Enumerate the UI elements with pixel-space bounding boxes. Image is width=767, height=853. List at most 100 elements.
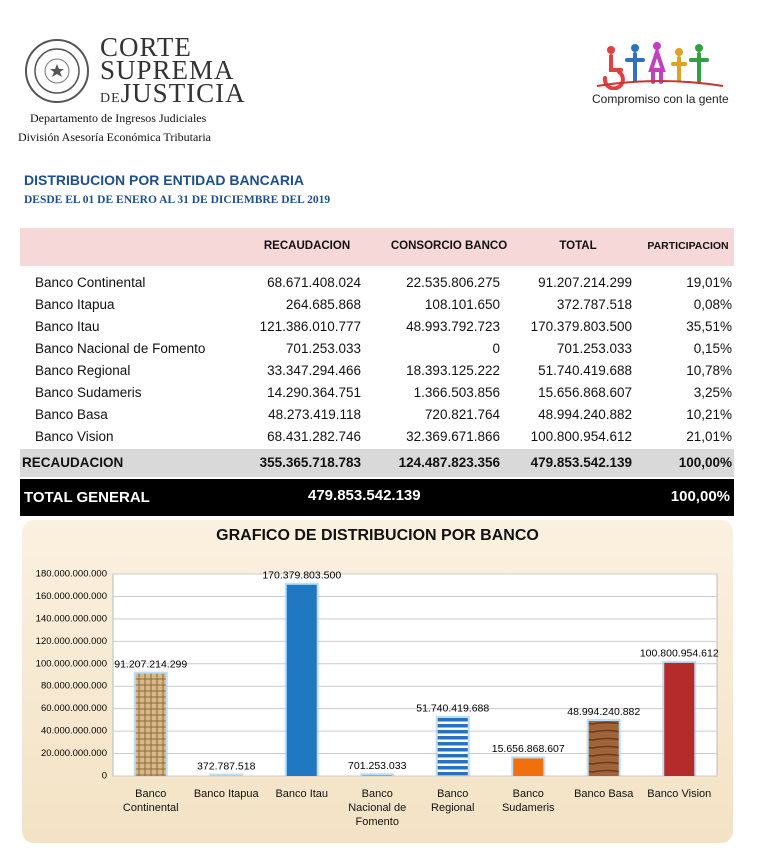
value-label: 701.253.033 xyxy=(348,760,407,772)
cell: 701.253.033 xyxy=(556,341,632,356)
subtotal-cell: 124.487.823.356 xyxy=(398,455,500,470)
y-tick-label: 180.000.000.000 xyxy=(36,569,107,580)
subtotal-label: RECAUDACION xyxy=(22,455,124,470)
cell: 18.393.125.222 xyxy=(406,363,500,378)
cell: 68.671.408.024 xyxy=(267,275,361,290)
value-label: 15.656.868.607 xyxy=(492,743,565,755)
x-tick-label: Banco Regional xyxy=(431,788,475,814)
value-label: 372.787.518 xyxy=(197,760,256,772)
y-tick-label: 20.000.000.000 xyxy=(41,748,107,759)
bar-glow xyxy=(209,773,244,776)
cell: 0 xyxy=(492,341,500,356)
row-label: Banco Itapua xyxy=(35,297,115,312)
x-tick-label: Banco Itau xyxy=(275,788,329,800)
title: DISTRIBUCION POR ENTIDAD BANCARIA xyxy=(24,172,304,188)
cell: 10,78% xyxy=(686,363,732,378)
value-label: 100.800.954.612 xyxy=(640,648,719,660)
bar xyxy=(588,721,619,776)
column-header: RECAUDACION xyxy=(263,240,351,252)
y-tick-label: 120.000.000.000 xyxy=(36,636,107,647)
cell: 19,01% xyxy=(686,275,732,290)
column-header: TOTAL xyxy=(559,240,597,252)
row-label: Banco Itau xyxy=(35,319,100,334)
value-label: 170.379.803.500 xyxy=(262,570,341,582)
y-tick-label: 60.000.000.000 xyxy=(41,703,107,714)
cell: 100.800.954.612 xyxy=(530,429,632,444)
cell: 21,01% xyxy=(686,429,732,444)
cell: 22.535.806.275 xyxy=(406,275,500,290)
subtotal-cell: 100,00% xyxy=(678,455,732,470)
cell: 121.386.010.777 xyxy=(259,319,361,334)
y-tick-label: 140.000.000.000 xyxy=(36,613,107,624)
bar xyxy=(135,673,166,776)
row-label: Banco Regional xyxy=(35,363,131,378)
value-label: 51.740.419.688 xyxy=(416,703,489,715)
cell: 48.994.240.882 xyxy=(538,407,632,422)
row-label: Banco Vision xyxy=(35,429,114,444)
bar-glow xyxy=(360,773,395,776)
division: División Asesoría Económica Tributaria xyxy=(18,130,211,144)
seal xyxy=(25,39,89,103)
cell: 15.656.868.607 xyxy=(538,385,632,400)
cell: 264.685.868 xyxy=(285,297,361,312)
institution: CORTE SUPREMA DEJUSTICIA xyxy=(100,32,246,110)
bar xyxy=(437,717,468,776)
x-tick-label: Banco Continental xyxy=(122,788,179,814)
bar xyxy=(286,584,317,776)
cell: 372.787.518 xyxy=(556,297,632,312)
x-tick-label: Banco Sudameris xyxy=(501,788,555,814)
row-label: Banco Continental xyxy=(35,275,146,290)
chart: 0 20.000.000.000 40.000.000.000 60.000.000.… xyxy=(36,569,719,782)
table-header-bg xyxy=(20,228,734,266)
cell: 35,51% xyxy=(686,319,732,334)
cell: 10,21% xyxy=(686,407,732,422)
column-header: CONSORCIO BANCO xyxy=(390,240,508,252)
plot-area xyxy=(112,573,718,777)
department: Departamento de Ingresos Judiciales xyxy=(30,111,207,125)
total-bg xyxy=(20,479,734,516)
institution-line: DE xyxy=(100,91,121,106)
institution-line: CORTE xyxy=(100,32,192,62)
subtotal-bg xyxy=(20,449,734,477)
cell: 48.273.419.118 xyxy=(268,407,361,422)
slogan: Compromiso con la gente xyxy=(592,92,729,106)
column-header: PARTICIPACION xyxy=(647,240,729,252)
x-tick-label: Banco Nacional de Fomento xyxy=(348,788,407,828)
bar xyxy=(664,662,695,776)
institution-line: JUSTICIA xyxy=(120,78,246,108)
bar xyxy=(362,775,393,776)
row-label: Banco Basa xyxy=(35,407,108,422)
y-tick-label: 80.000.000.000 xyxy=(41,681,107,692)
total-cell: 100,00% xyxy=(670,488,730,505)
subtotal-cell: 355.365.718.783 xyxy=(259,455,361,470)
y-tick-label: 40.000.000.000 xyxy=(41,726,107,737)
cell: 91.207.214.299 xyxy=(538,275,632,290)
institution-line: SUPREMA xyxy=(100,55,235,85)
chart-title: GRAFICO DE DISTRIBUCION POR BANCO xyxy=(216,527,539,544)
cell: 0,08% xyxy=(693,297,732,312)
cell: 720.821.764 xyxy=(424,407,500,422)
value-label: 48.994.240.882 xyxy=(567,706,640,718)
total-label: TOTAL GENERAL xyxy=(24,489,150,506)
y-tick-label: 0 xyxy=(102,771,107,782)
cell: 170.379.803.500 xyxy=(530,319,632,334)
cell: 32.369.671.866 xyxy=(406,429,500,444)
cell: 1.366.503.856 xyxy=(413,385,500,400)
cell: 0,15% xyxy=(693,341,732,356)
x-tick-label: Banco Basa xyxy=(574,788,634,800)
bar xyxy=(513,758,544,776)
y-tick-label: 160.000.000.000 xyxy=(36,591,107,602)
x-tick-label: Banco Vision xyxy=(647,788,712,800)
cell: 51.740.419.688 xyxy=(538,363,632,378)
cell: 3,25% xyxy=(693,385,732,400)
row-label: Banco Sudameris xyxy=(35,385,142,400)
x-tick-label: Banco Itapua xyxy=(193,788,259,800)
cell: 48.993.792.723 xyxy=(406,319,500,334)
row-label: Banco Nacional de Fomento xyxy=(35,341,206,356)
subtotal-cell: 479.853.542.139 xyxy=(530,455,632,470)
total-cell: 479.853.542.139 xyxy=(308,487,421,504)
value-label: 91.207.214.299 xyxy=(114,658,187,670)
subtitle: DESDE EL 01 DE ENERO AL 31 DE DICIEMBRE … xyxy=(24,194,331,206)
cell: 701.253.033 xyxy=(285,341,361,356)
